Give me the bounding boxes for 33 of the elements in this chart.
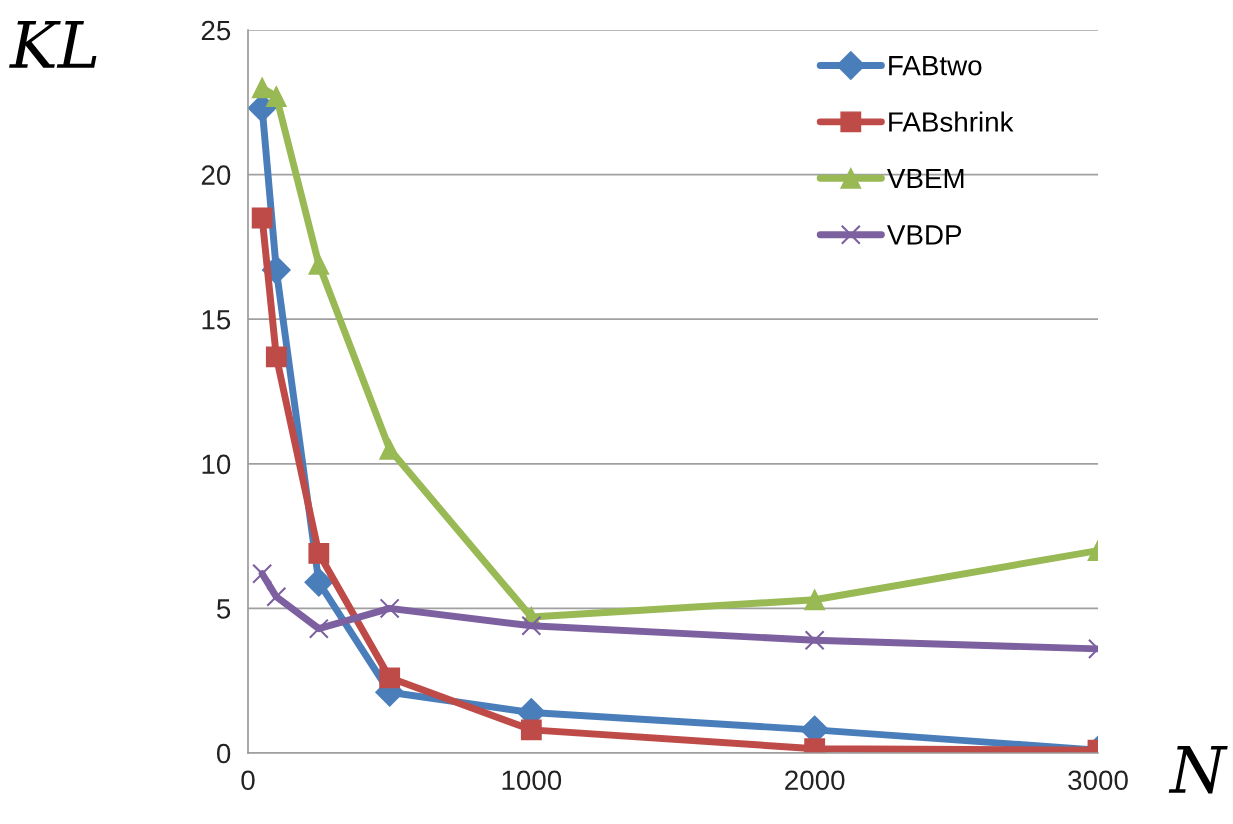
point xyxy=(379,598,400,619)
x-tick-label: 3000 xyxy=(1068,770,1128,791)
y-tick-label: 0 xyxy=(216,743,231,764)
x-axis-title: N xyxy=(1168,746,1228,794)
point xyxy=(308,618,329,639)
point xyxy=(265,86,287,107)
point xyxy=(520,719,542,741)
legend-label: VBDP xyxy=(887,225,962,245)
point xyxy=(804,630,825,651)
point xyxy=(379,438,401,460)
legend-label: FABtwo xyxy=(889,56,982,76)
point xyxy=(804,589,826,611)
y-tick-label: 20 xyxy=(201,165,231,185)
legend-label: VBEM xyxy=(887,168,964,189)
x-tick-label: 2000 xyxy=(785,770,845,791)
point xyxy=(304,567,334,597)
y-tick-label: 5 xyxy=(217,599,231,619)
point xyxy=(266,586,287,607)
legend-label: FABshrink xyxy=(889,111,1014,132)
point xyxy=(308,253,330,275)
point xyxy=(308,543,330,564)
point xyxy=(521,615,542,636)
point xyxy=(251,77,273,99)
y-tick-label: 15 xyxy=(202,310,231,330)
y-tick-label: 10 xyxy=(202,454,231,475)
x-tick-label: 0 xyxy=(241,770,255,791)
point xyxy=(379,667,401,689)
y-axis-title: KL xyxy=(9,21,97,68)
point xyxy=(265,346,287,368)
x-tick-label: 1000 xyxy=(502,770,562,791)
point xyxy=(252,563,273,584)
point xyxy=(251,207,273,229)
y-tick-label: 25 xyxy=(201,20,231,41)
